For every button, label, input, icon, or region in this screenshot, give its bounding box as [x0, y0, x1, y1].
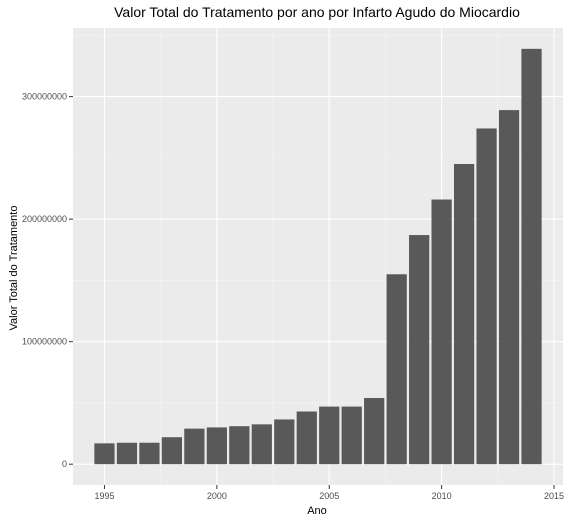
y-tick-label: 100000000	[22, 337, 67, 347]
bar	[94, 443, 115, 465]
bar	[229, 426, 250, 465]
bar	[184, 428, 205, 465]
bar	[139, 442, 160, 465]
bar	[296, 411, 317, 465]
bar	[274, 419, 295, 465]
bar	[431, 199, 452, 465]
bar	[161, 437, 183, 465]
bar	[386, 274, 407, 465]
bars	[94, 48, 542, 465]
y-axis: 0 100000000 200000000 300000000	[22, 92, 73, 469]
chart-title: Valor Total do Tratamento por ano por In…	[114, 4, 520, 20]
y-axis-label: Valor Total do Tratamento	[8, 206, 20, 331]
bar	[206, 427, 227, 465]
y-tick-label: 200000000	[22, 214, 67, 224]
x-tick-label: 2015	[544, 491, 564, 501]
bar	[409, 235, 430, 465]
bar	[453, 163, 475, 465]
bar	[116, 442, 138, 465]
bar	[521, 48, 542, 465]
y-tick-label: 0	[62, 459, 67, 469]
x-tick-label: 2000	[207, 491, 227, 501]
x-axis: 1995 2000 2005 2010 2015	[94, 485, 564, 501]
y-tick-label: 300000000	[22, 92, 67, 102]
x-tick-label: 2005	[319, 491, 339, 501]
bar	[364, 398, 385, 465]
x-tick-label: 1995	[94, 491, 114, 501]
bar	[251, 424, 272, 465]
x-axis-label: Ano	[307, 505, 327, 517]
x-tick-label: 2010	[432, 491, 452, 501]
bar	[319, 406, 340, 465]
bar	[341, 406, 362, 465]
bar	[476, 128, 497, 465]
bar	[498, 110, 520, 465]
